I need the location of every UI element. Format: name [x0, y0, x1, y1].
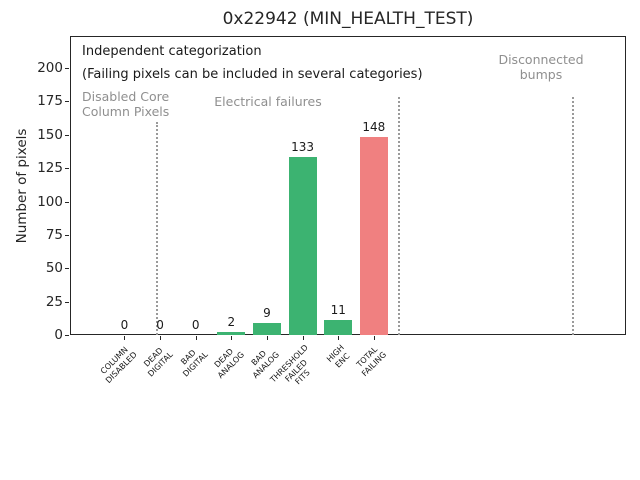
x-tick-label: COLUMN DISABLED — [98, 345, 139, 385]
x-tick-mark — [266, 336, 268, 340]
group-separator-line — [155, 122, 158, 335]
bar-value-label: 2 — [227, 315, 236, 330]
y-tick-label: 75 — [45, 226, 63, 243]
y-tick-label: 125 — [37, 160, 63, 177]
y-tick-mark — [65, 335, 69, 336]
plot-area — [70, 36, 626, 335]
bar-threshold-failed-fits — [288, 157, 317, 335]
y-tick-mark — [65, 268, 69, 270]
x-tick-mark — [338, 336, 340, 340]
y-tick-mark — [65, 168, 69, 170]
group-label-electrical-failures: Electrical failures — [214, 94, 322, 109]
y-tick-mark — [65, 301, 69, 303]
x-tick-label: TOTAL FAILING — [354, 344, 388, 378]
x-tick-mark — [124, 336, 126, 340]
y-tick-label: 50 — [45, 260, 63, 277]
bar-bad-analog — [252, 322, 281, 335]
y-tick-label: 175 — [37, 93, 63, 110]
group-separator-line — [398, 97, 401, 335]
group-label-disconnected-bumps: Disconnected bumps — [498, 52, 584, 82]
bar-value-label: 148 — [362, 120, 386, 135]
x-tick-mark — [160, 336, 162, 340]
y-tick-label: 0 — [54, 327, 63, 343]
bar-high-enc — [324, 320, 353, 335]
bar-total-failing — [359, 137, 388, 335]
x-tick-mark — [195, 336, 197, 340]
bar-value-label: 9 — [263, 305, 271, 320]
annotation-independent-categorization: Independent categorization — [82, 44, 262, 59]
bar-value-label: 0 — [120, 318, 129, 332]
y-tick-mark — [65, 201, 69, 203]
bar-value-label: 0 — [156, 318, 164, 332]
x-tick-mark — [302, 336, 304, 340]
x-tick-label: DEAD ANALOG — [212, 346, 246, 380]
y-tick-mark — [65, 68, 69, 70]
x-tick-mark — [373, 336, 375, 340]
bar-value-label: 133 — [291, 140, 315, 155]
group-label-disabled-core-column-pixels: Disabled Core Column Pixels — [82, 89, 170, 119]
x-tick-mark — [231, 336, 233, 340]
y-tick-label: 100 — [37, 193, 63, 210]
bar-value-label: 11 — [330, 303, 346, 318]
y-tick-mark — [65, 101, 69, 103]
bar-dead-analog — [217, 332, 246, 335]
x-tick-label: DEAD DIGITAL — [141, 345, 175, 379]
group-separator-line — [572, 97, 575, 335]
y-tick-mark — [65, 234, 69, 236]
x-tick-label: BAD DIGITAL — [179, 348, 210, 379]
y-tick-mark — [65, 134, 69, 136]
y-tick-label: 200 — [37, 60, 63, 77]
x-tick-label: HIGH ENC — [324, 343, 351, 370]
bar-value-label: 0 — [191, 318, 200, 332]
y-tick-label: 150 — [37, 126, 63, 143]
chart-title: 0x22942 (MIN_HEALTH_TEST) — [222, 9, 474, 29]
annotation-categories-note: (Failing pixels can be included in sever… — [82, 67, 423, 82]
y-tick-label: 25 — [45, 293, 63, 310]
